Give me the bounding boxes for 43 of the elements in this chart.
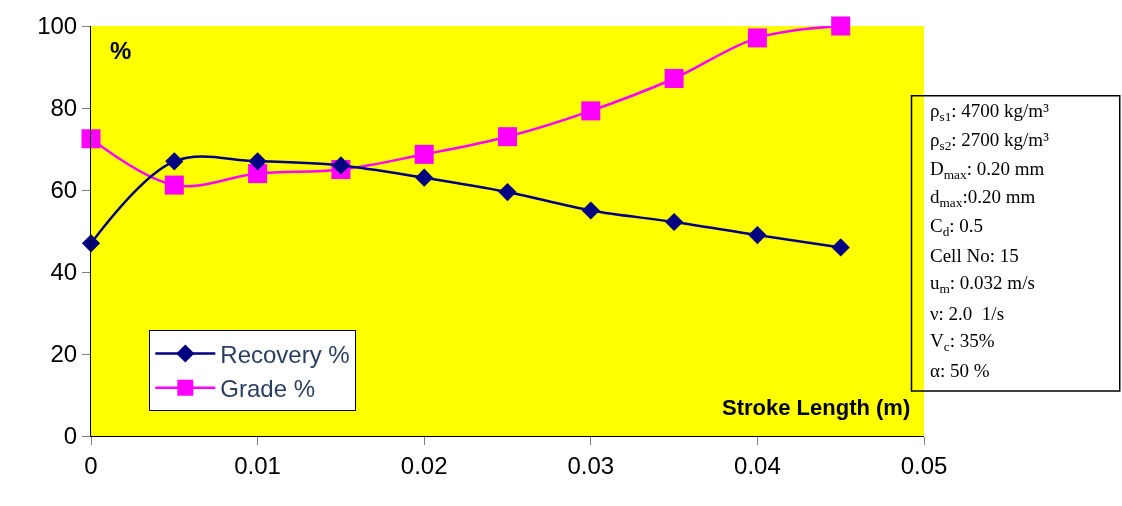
point [831,238,850,257]
y-tick-label: 20 [50,340,78,368]
point [165,152,184,171]
point [581,101,601,121]
y-tick-label: 60 [50,176,78,204]
x-tick-label: 0 [84,451,98,479]
x-tick-label: 0.03 [567,451,615,479]
point [664,68,684,88]
legend-label: Grade % [220,375,316,403]
text: ν: 2.0 1/s [930,303,1005,324]
point [415,168,434,187]
y-axis-title: % [110,37,132,64]
y-tick-label: 40 [50,258,78,286]
text: V$_{c}$: 35% [930,330,995,354]
text: C$_{d}$: 0.5 [930,215,984,239]
point [665,212,684,232]
point [248,152,267,171]
point [498,182,517,202]
x-tick-label: 0.02 [400,451,448,479]
point [747,28,767,48]
text: d$_{max}$:0.20 mm [930,186,1036,210]
y-tick-label: 0 [63,422,78,450]
point [81,129,101,149]
text: D$_{max}$: 0.20 mm [930,158,1045,182]
text: Cell No: 15 [930,245,1019,266]
legend-label: Recovery % [220,340,350,368]
x-axis-title: Stroke Length (m) [722,395,911,420]
x-tick-label: 0.04 [734,451,781,479]
point [414,144,434,164]
x-tick-label: 0.01 [234,451,281,479]
point [748,226,767,245]
point [498,127,517,147]
text: α: 50 % [930,360,990,381]
y-tick-label: 100 [37,12,78,40]
text: ρ$_{s1}$: 4700 kg/m³ [930,100,1050,124]
point [164,175,184,195]
text: u$_{m}$: 0.032 m/s [930,272,1035,296]
point [581,201,600,220]
x-tick-label: 0.05 [900,451,948,479]
point [331,156,350,175]
y-tick-label: 80 [50,94,78,122]
text: ρ$_{s2}$: 2700 kg/m³ [930,129,1050,153]
point [831,16,851,36]
